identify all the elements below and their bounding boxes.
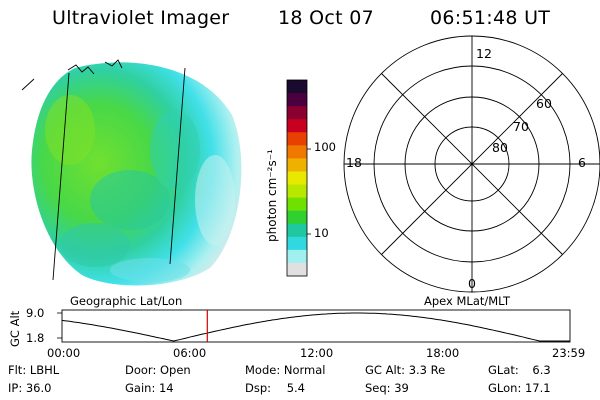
colorbar-segment	[287, 249, 307, 264]
status-glat: GLat: 6.3	[488, 363, 551, 377]
status-gc-alt: GC Alt: 3.3 Re	[365, 363, 446, 377]
apex-caption: Apex MLat/MLT	[424, 294, 511, 308]
altitude-tick-9: 9.0	[26, 306, 45, 320]
mlt-label-6: 6	[578, 155, 586, 170]
colorbar-segment	[287, 106, 307, 120]
colorbar-segment	[287, 80, 307, 94]
colorbar-segment	[287, 145, 307, 159]
colorbar-segment	[287, 171, 307, 186]
mlat-label-80: 80	[492, 140, 508, 155]
polar-mlt-plot	[343, 35, 600, 293]
instrument-title: Ultraviolet Imager	[52, 7, 230, 29]
observation-time: 06:51:48 UT	[430, 7, 551, 29]
altitude-ylabel: GC Alt	[8, 310, 22, 347]
status-filter: Flt: LBHL	[8, 363, 60, 377]
color-bar	[287, 80, 307, 277]
colorbar-segment	[287, 236, 307, 251]
colorbar-segment	[287, 223, 307, 238]
status-door: Door: Open	[125, 363, 191, 377]
mlt-label-18: 18	[346, 155, 362, 170]
colorbar-segment	[287, 132, 307, 146]
mlat-label-60: 60	[536, 96, 552, 111]
mlt-label-0: 0	[468, 276, 476, 291]
status-dsp: Dsp: 5.4	[245, 381, 305, 395]
mlt-label-12: 12	[476, 46, 492, 61]
colorbar-segment	[287, 197, 307, 212]
time-tick-2359: 23:59	[552, 346, 586, 360]
altitude-plot	[57, 309, 571, 343]
colorbar-segment	[287, 184, 307, 199]
time-tick-0600: 06:00	[173, 346, 207, 360]
status-glon: GLon: 17.1	[488, 381, 551, 395]
colorbar-segment	[287, 158, 307, 172]
colorbar-unit-label: photon cm⁻²s⁻¹	[265, 149, 279, 242]
colorbar-tick-100: 100	[314, 140, 336, 154]
status-seq: Seq: 39	[365, 381, 409, 395]
time-tick-0000: 00:00	[47, 346, 81, 360]
mlat-label-70: 70	[513, 119, 529, 134]
status-gain: Gain: 14	[125, 381, 174, 395]
observation-date: 18 Oct 07	[278, 7, 374, 29]
status-mode: Mode: Normal	[245, 363, 326, 377]
geographic-caption: Geographic Lat/Lon	[70, 294, 183, 308]
colorbar-tick-10: 10	[314, 226, 329, 240]
altitude-tick-1.8: 1.8	[26, 331, 45, 345]
time-tick-1200: 12:00	[300, 346, 334, 360]
colorbar-segment	[287, 119, 307, 133]
colorbar-segment	[287, 262, 307, 277]
time-tick-1800: 18:00	[426, 346, 460, 360]
earth-uv-image	[21, 59, 242, 286]
colorbar-segment	[287, 210, 307, 225]
status-ip: IP: 36.0	[8, 381, 52, 395]
colorbar-segment	[287, 93, 307, 107]
